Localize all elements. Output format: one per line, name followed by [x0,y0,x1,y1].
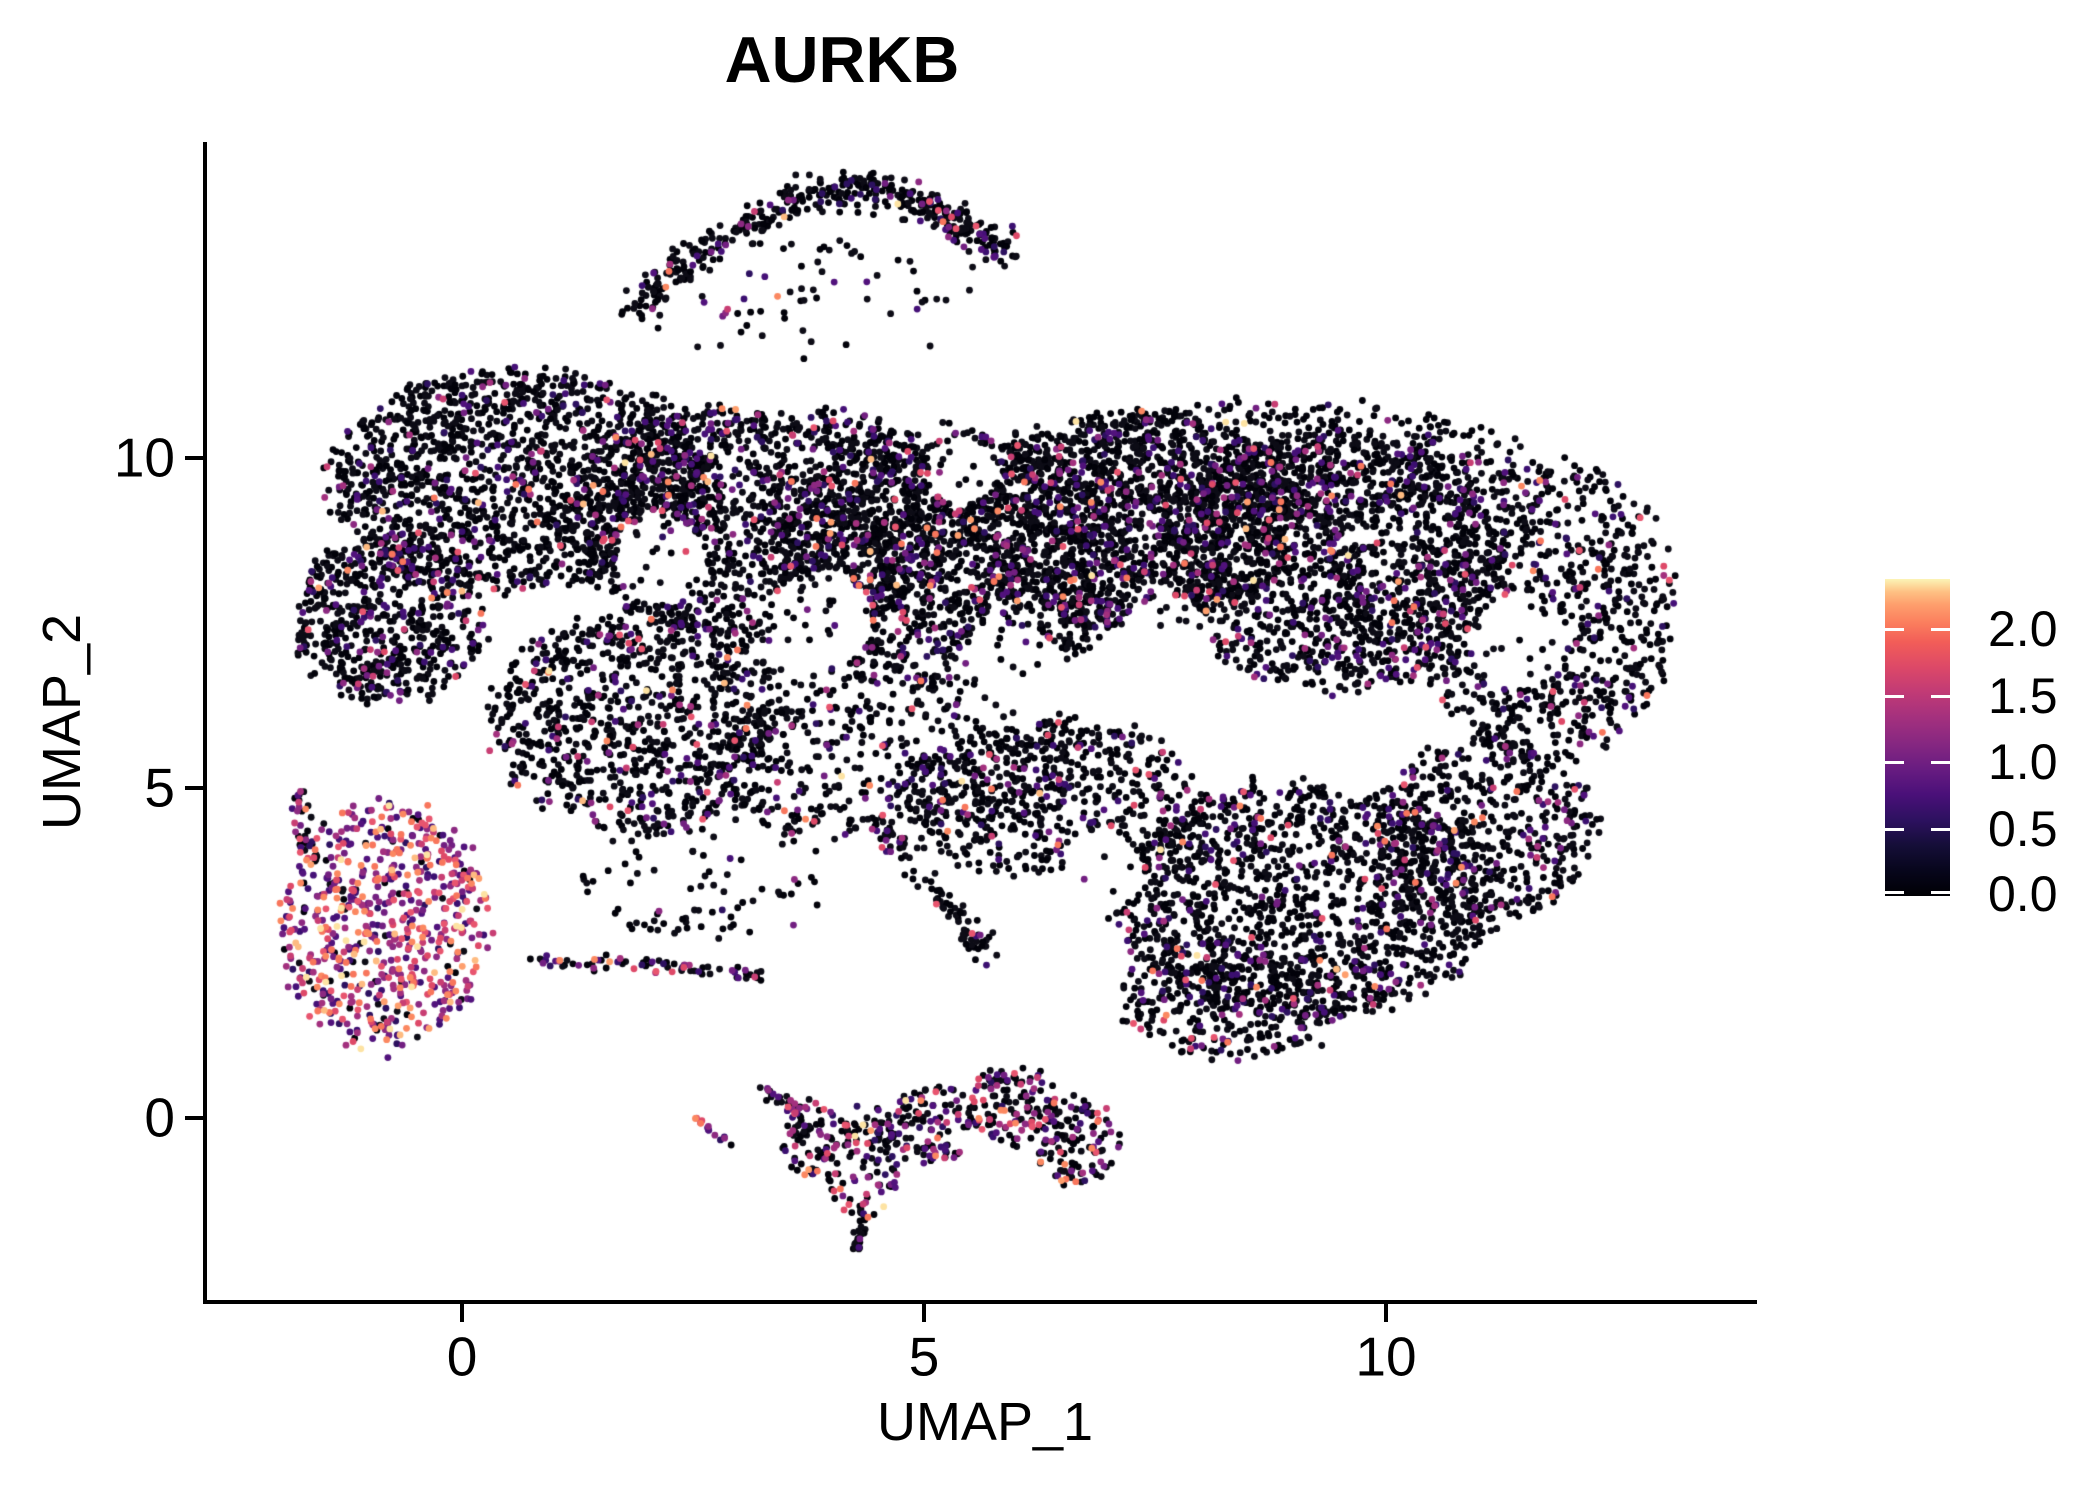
colorbar-tick-left-0.0 [1885,891,1904,894]
colorbar-tick-left-1.0 [1885,761,1904,764]
x-axis-line [203,1300,1757,1304]
x-tick-0 [460,1304,464,1322]
x-tick-label-5: 5 [908,1325,940,1388]
y-tick-0 [185,1116,203,1120]
y-tick-5 [185,786,203,790]
colorbar-label-1.0: 1.0 [1988,734,2058,790]
colorbar-label-2.0: 2.0 [1988,601,2058,657]
plot-title: AURKB [724,23,960,96]
x-axis-title: UMAP_1 [876,1392,1094,1452]
y-tick-label-10: 10 [113,426,175,489]
colorbar-tick-left-0.5 [1885,828,1904,831]
x-tick-10 [1384,1304,1388,1322]
y-tick-label-0: 0 [144,1086,175,1149]
colorbar-tick-right-1.5 [1931,695,1950,698]
y-axis-line [203,142,207,1304]
colorbar-label-1.5: 1.5 [1988,668,2058,724]
colorbar-tick-right-0.5 [1931,828,1950,831]
colorbar-tick-right-0.0 [1931,891,1950,894]
colorbar-tick-left-1.5 [1885,695,1904,698]
colorbar-label-0.0: 0.0 [1988,866,2058,922]
colorbar-tick-right-1.0 [1931,761,1950,764]
y-tick-label-5: 5 [144,756,175,819]
y-tick-10 [185,456,203,460]
x-tick-5 [922,1304,926,1322]
colorbar-label-0.5: 0.5 [1988,801,2058,857]
expression-colorbar [1885,579,1950,896]
colorbar-tick-left-2.0 [1885,628,1904,631]
y-axis-title: UMAP_2 [32,613,92,831]
x-tick-label-10: 10 [1355,1325,1417,1388]
colorbar-tick-right-2.0 [1931,628,1950,631]
x-tick-label-0: 0 [446,1325,478,1388]
